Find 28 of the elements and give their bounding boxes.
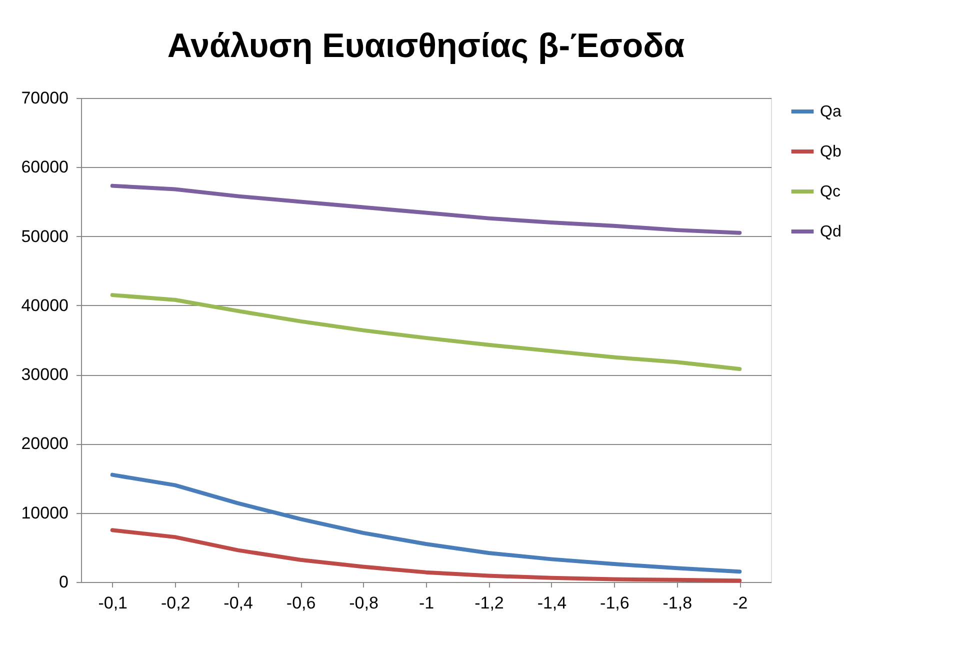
y-tick-label: 20000 — [21, 434, 68, 454]
x-tick-label: -1,8 — [662, 594, 692, 612]
legend-label: Qb — [820, 144, 842, 160]
y-tick-label: 70000 — [21, 88, 68, 108]
line-series — [110, 184, 742, 235]
line-series — [110, 472, 742, 574]
line-series — [110, 293, 742, 372]
legend-label: Qa — [820, 104, 842, 120]
y-tick-label: 0 — [59, 572, 68, 592]
y-tick-label: 30000 — [21, 365, 68, 384]
x-tick-label: -0,6 — [286, 594, 316, 612]
y-tick-label: 50000 — [21, 226, 68, 246]
x-tick-label: -0,8 — [349, 594, 378, 612]
x-tick-label: -1,2 — [474, 594, 504, 612]
legend-label: Qd — [820, 224, 842, 240]
x-tick-label: -0,2 — [160, 594, 190, 612]
chart-title: Ανάλυση Ευαισθησίας β-Έσοδα — [167, 27, 685, 65]
x-tick-label: -0,1 — [98, 594, 128, 612]
x-tick-label: -1 — [418, 594, 434, 612]
x-tick-label: -1,4 — [537, 594, 567, 612]
x-tick-label: -1,6 — [600, 594, 630, 612]
x-tick-label: -0,4 — [224, 594, 253, 612]
legend-label: Qc — [820, 184, 840, 200]
x-tick-label: -2 — [732, 594, 748, 612]
y-tick-label: 10000 — [21, 503, 68, 522]
y-tick-label: 60000 — [21, 158, 68, 177]
line-series — [110, 528, 742, 583]
y-tick-label: 40000 — [21, 296, 68, 315]
